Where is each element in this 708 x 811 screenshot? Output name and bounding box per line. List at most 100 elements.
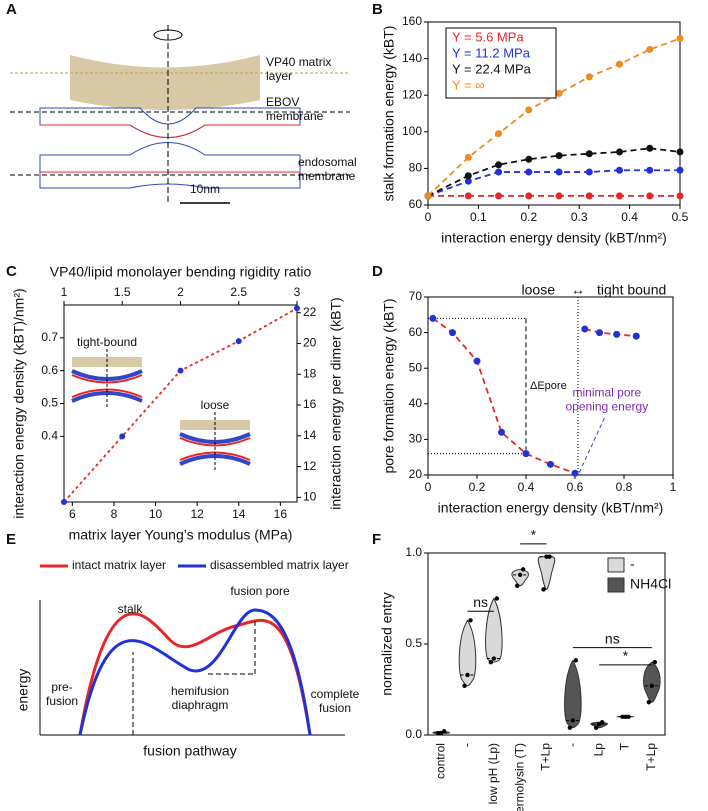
data-point [676, 166, 684, 174]
annotation: tight bound [597, 282, 666, 298]
x-tick-label: 0.1 [470, 210, 487, 224]
data-point [464, 177, 472, 185]
data-point [646, 166, 654, 174]
significance-label: * [623, 648, 629, 664]
data-point [520, 567, 526, 572]
stage-label: hemifusion [171, 684, 229, 698]
y2-axis-label: interaction energy per dimer (kBT) [328, 297, 344, 509]
inset-label: loose [201, 398, 230, 412]
energy-curve [78, 608, 312, 736]
x-tick-label: thermolysin (T) [512, 743, 526, 811]
data-point [541, 587, 546, 592]
annotation: loose [522, 282, 556, 298]
legend-label: Y = 11.2 MPa [452, 45, 531, 60]
y-axis-label: pore formation energy (kBT) [381, 298, 397, 473]
x2-tick-label: 1.5 [114, 285, 131, 299]
label: endosomal [298, 155, 357, 169]
data-point [626, 714, 631, 719]
y2-tick-label: 18 [303, 366, 317, 380]
y-axis-label: stalk formation energy (kBT) [381, 26, 397, 202]
diagram-e: intact matrix layer disassembled matrix … [15, 558, 360, 759]
data-point [596, 329, 603, 337]
x-tick-label: 0.4 [621, 210, 638, 224]
panel-label: E [6, 531, 16, 548]
data-point [488, 660, 494, 665]
x-axis-label: interaction energy density (kBT/nm²) [441, 230, 667, 246]
legend-label: Y = 22.4 MPa [452, 61, 532, 76]
label: membrane [266, 109, 324, 123]
legend-swatch [607, 557, 625, 573]
y-tick-label: 0.6 [41, 363, 58, 377]
x-tick-label: 0.6 [567, 480, 584, 494]
x-axis-label: matrix layer Young’s modulus (MPa) [69, 527, 293, 543]
data-point [514, 583, 520, 588]
x-tick-label: 0.4 [518, 480, 535, 494]
axis-label: energy [15, 669, 31, 712]
data-point [547, 460, 554, 468]
series-line [432, 317, 576, 475]
data-point [555, 152, 563, 160]
y-tick-label: 50 [409, 360, 423, 374]
y-tick-label: 160 [402, 14, 422, 28]
legend-label: intact matrix layer [72, 558, 166, 572]
data-point [235, 338, 242, 345]
x-tick-label: T+Lp [644, 743, 658, 771]
x-tick-label: 0.2 [469, 480, 486, 494]
x-tick-label: low pH (Lp) [486, 743, 500, 804]
data-point [464, 153, 472, 161]
data-point [555, 192, 563, 200]
violin [511, 568, 529, 587]
violin [485, 597, 503, 663]
series-line [427, 147, 681, 197]
panel-label: F [372, 531, 381, 548]
legend-box [445, 27, 557, 99]
legend-label: disassembled matrix layer [210, 558, 349, 572]
y2-tick-label: 10 [303, 490, 317, 504]
data-point [646, 700, 652, 705]
data-point [294, 305, 300, 312]
y2-tick-label: 14 [303, 428, 317, 442]
annotation: ΔEpore [530, 380, 567, 392]
data-point [441, 729, 447, 734]
y-tick-label: 120 [402, 87, 422, 101]
data-point [676, 148, 684, 156]
panel-label: A [6, 1, 17, 18]
data-point [613, 330, 621, 338]
significance-label: ns [605, 630, 620, 646]
legend-swatch [607, 577, 625, 593]
data-point [616, 60, 624, 68]
matrix-layer [70, 55, 260, 110]
annotation: minimal pore [572, 385, 641, 399]
x-tick-label: 6 [69, 507, 76, 521]
data-point [424, 192, 432, 200]
data-point [676, 34, 684, 42]
y-tick-label: 20 [409, 467, 423, 481]
data-point [495, 130, 503, 138]
panel-label: D [372, 263, 383, 280]
x-tick-label: Lp [591, 743, 605, 757]
data-point [585, 150, 593, 158]
y2-tick-label: 16 [303, 397, 317, 411]
y-tick-label: 80 [409, 161, 423, 175]
stage-label: complete [311, 687, 360, 701]
data-point [593, 725, 599, 730]
label: layer [266, 69, 292, 83]
x2-tick-label: 1 [61, 285, 68, 299]
y-tick-label: 40 [409, 396, 423, 410]
data-point [525, 106, 533, 114]
y-tick-label: 70 [409, 289, 423, 303]
data-point [495, 168, 503, 176]
violin [537, 556, 556, 590]
data-point [495, 161, 503, 169]
x-tick-label: 14 [232, 507, 246, 521]
y-tick-label: 100 [402, 124, 422, 138]
x-tick-label: 12 [190, 507, 204, 521]
data-point [616, 192, 624, 200]
energy-curve [78, 612, 312, 736]
x-tick-label: 0 [425, 210, 432, 224]
violin [643, 661, 661, 703]
data-point [646, 192, 654, 200]
x-axis-label: interaction energy density (kBT/nm²) [438, 500, 664, 516]
data-point [616, 166, 624, 174]
plot-frame [427, 21, 681, 206]
